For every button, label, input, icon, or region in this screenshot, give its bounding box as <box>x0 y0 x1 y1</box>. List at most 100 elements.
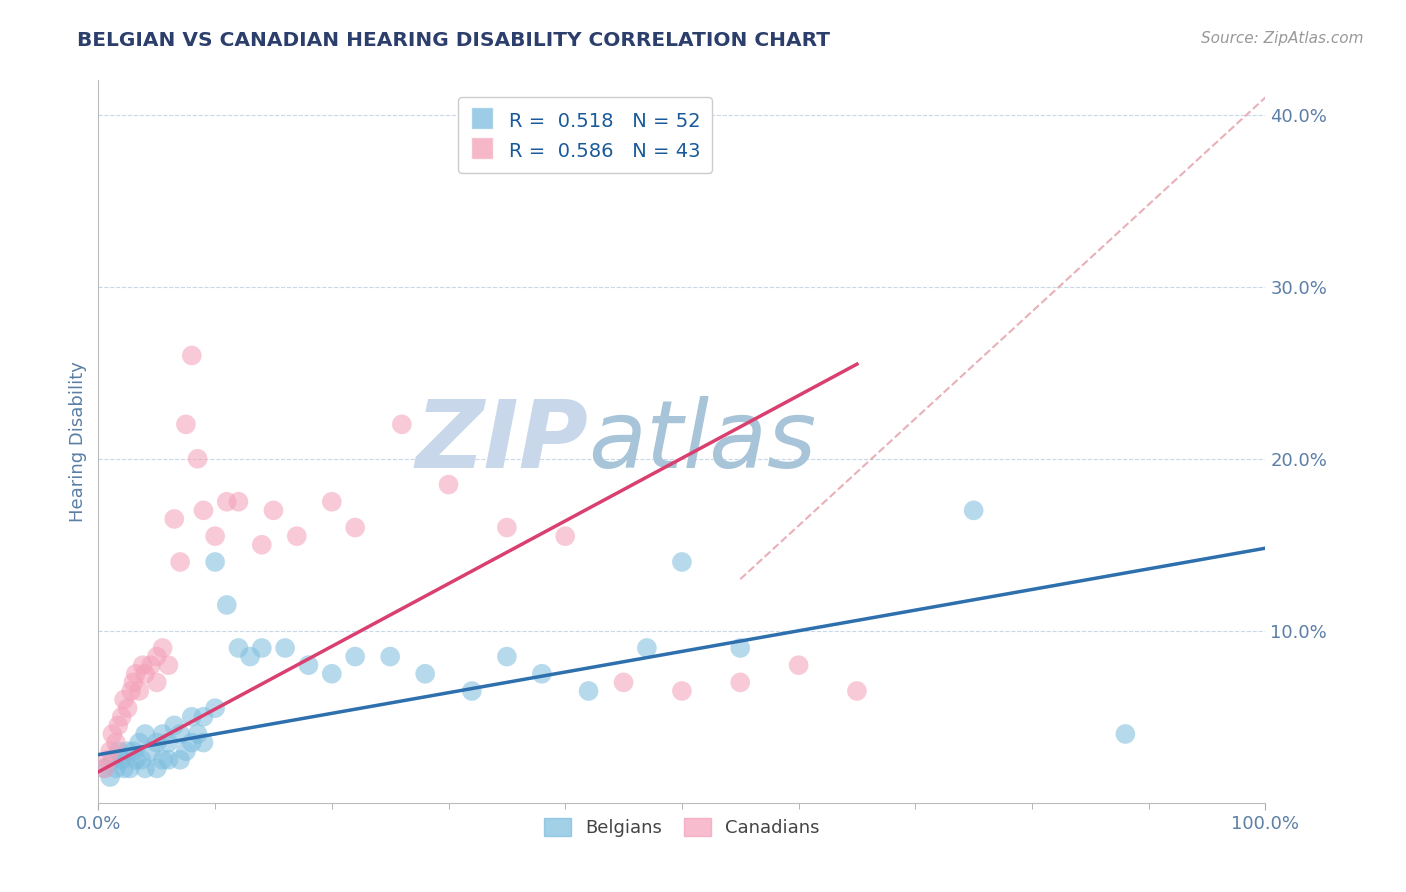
Point <box>496 649 519 664</box>
Point <box>169 727 191 741</box>
Point <box>613 675 636 690</box>
Point <box>107 744 129 758</box>
Point <box>139 658 162 673</box>
Point <box>169 555 191 569</box>
Point <box>125 753 148 767</box>
Point <box>180 349 202 363</box>
Point <box>118 761 141 775</box>
Point <box>204 555 226 569</box>
Point <box>787 658 810 673</box>
Point <box>134 761 156 775</box>
Text: Source: ZipAtlas.com: Source: ZipAtlas.com <box>1201 31 1364 46</box>
Point <box>152 640 174 655</box>
Point <box>204 529 226 543</box>
Text: atlas: atlas <box>589 396 817 487</box>
Point <box>671 555 693 569</box>
Point <box>169 753 191 767</box>
Point <box>120 684 142 698</box>
Point <box>152 753 174 767</box>
Point <box>104 761 127 775</box>
Text: ZIP: ZIP <box>416 395 589 488</box>
Point <box>146 761 169 775</box>
Point <box>132 658 155 673</box>
Point <box>274 640 297 655</box>
Point <box>344 520 367 534</box>
Point <box>204 701 226 715</box>
Point <box>344 649 367 664</box>
Point <box>187 727 209 741</box>
Point <box>730 675 752 690</box>
Point <box>530 666 553 681</box>
Point <box>228 640 250 655</box>
Point <box>193 503 215 517</box>
Point <box>554 529 576 543</box>
Point <box>215 598 238 612</box>
Point <box>285 529 308 543</box>
Y-axis label: Hearing Disability: Hearing Disability <box>69 361 87 522</box>
Point <box>174 417 197 432</box>
Point <box>146 649 169 664</box>
Point <box>146 675 169 690</box>
Point <box>636 640 658 655</box>
Point <box>239 649 262 664</box>
Point <box>1114 727 1136 741</box>
Point <box>228 494 250 508</box>
Point <box>97 753 120 767</box>
Point <box>112 761 135 775</box>
Point <box>146 735 169 749</box>
Point <box>250 640 273 655</box>
Point <box>122 744 145 758</box>
Point <box>730 640 752 655</box>
Point <box>163 718 186 732</box>
Point <box>193 735 215 749</box>
Legend: Belgians, Canadians: Belgians, Canadians <box>537 811 827 845</box>
Point <box>117 744 139 758</box>
Point <box>134 727 156 741</box>
Point <box>413 666 436 681</box>
Point <box>321 666 343 681</box>
Point <box>380 649 402 664</box>
Point <box>134 666 156 681</box>
Point <box>157 658 180 673</box>
Point <box>461 684 484 698</box>
Point <box>98 744 121 758</box>
Point <box>962 503 984 517</box>
Point <box>321 494 343 508</box>
Point <box>112 692 135 706</box>
Point <box>128 684 150 698</box>
Text: BELGIAN VS CANADIAN HEARING DISABILITY CORRELATION CHART: BELGIAN VS CANADIAN HEARING DISABILITY C… <box>77 31 831 50</box>
Point <box>98 770 121 784</box>
Point <box>117 701 139 715</box>
Point <box>193 710 215 724</box>
Point <box>496 520 519 534</box>
Point <box>180 735 202 749</box>
Point <box>111 753 134 767</box>
Point <box>250 538 273 552</box>
Point <box>215 494 238 508</box>
Point <box>180 710 202 724</box>
Point <box>125 666 148 681</box>
Point <box>101 727 124 741</box>
Point <box>391 417 413 432</box>
Point <box>157 753 180 767</box>
Point <box>128 735 150 749</box>
Point <box>122 675 145 690</box>
Point <box>846 684 869 698</box>
Point <box>163 512 186 526</box>
Point <box>131 753 153 767</box>
Point <box>578 684 600 698</box>
Point <box>93 761 115 775</box>
Point <box>671 684 693 698</box>
Point <box>152 727 174 741</box>
Point <box>107 718 129 732</box>
Point <box>104 735 127 749</box>
Point <box>174 744 197 758</box>
Point <box>93 761 115 775</box>
Point <box>187 451 209 466</box>
Point <box>262 503 284 517</box>
Point <box>297 658 319 673</box>
Point <box>157 735 180 749</box>
Point <box>139 744 162 758</box>
Point <box>111 710 134 724</box>
Point <box>437 477 460 491</box>
